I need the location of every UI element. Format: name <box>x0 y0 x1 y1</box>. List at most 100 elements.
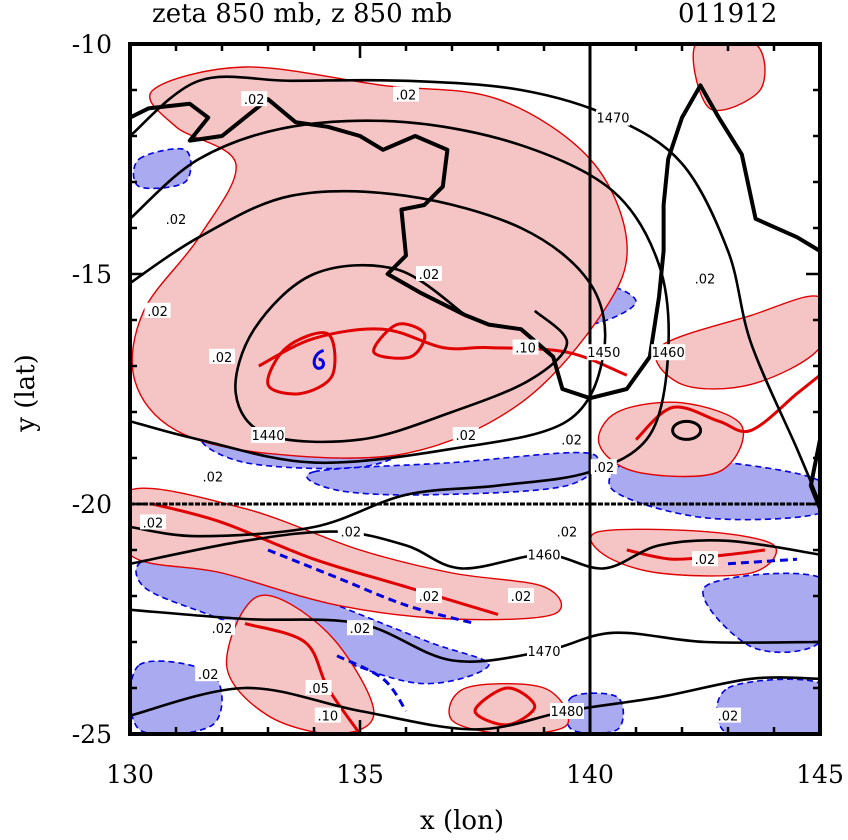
zeta-contour-label-3: .02 <box>147 305 168 320</box>
axis-ticks <box>128 42 822 736</box>
height-contour-label-bg-3 <box>596 109 630 126</box>
zeta-contour-label-5: .02 <box>212 351 233 366</box>
zeta-contour-label-17: .02 <box>198 668 219 683</box>
zeta-contour-label-6: .02 <box>695 273 716 288</box>
height-contour-label-0: 1440 <box>251 429 284 444</box>
zeta-contour-label-bg-22 <box>512 339 539 355</box>
zeta-contour-label-bg-0 <box>241 91 268 107</box>
zeta-positive-contour-0 <box>258 327 628 377</box>
height-contour-1480-6 <box>130 676 820 731</box>
x-tick-label-135: 135 <box>336 760 384 789</box>
zeta-contour-label-bg-5 <box>209 348 235 364</box>
x-tick-label-145: 145 <box>796 760 844 789</box>
zeta-contour-label-9: .02 <box>202 470 223 485</box>
height-contour-label-bg-4 <box>527 546 561 563</box>
reference-line-layer <box>130 44 820 734</box>
contour-label-layer: 1440 1450 1460 1470 1460 1470 1480 .02 .02 .02 .02… <box>140 86 741 725</box>
zeta-contour-label-22: .10 <box>515 342 536 357</box>
zeta-contour-label-12: .02 <box>419 590 440 605</box>
x-tick-label-140: 140 <box>566 760 614 789</box>
zeta-positive-contour-5 <box>244 622 362 734</box>
zeta-contour-label-4: .02 <box>166 213 187 228</box>
zeta-contour-label-11: .02 <box>340 526 361 541</box>
zeta-contour-label-bg-15 <box>508 588 534 603</box>
zeta-contour-label-bg-19 <box>715 707 741 723</box>
y-tick-label-neg20: -20 <box>72 490 112 519</box>
zeta-contour-label-13: .02 <box>557 526 578 541</box>
y-tick-label-neg15: -15 <box>72 260 112 289</box>
height-contour-label-1: 1450 <box>587 346 620 361</box>
zeta-contour-layer <box>152 322 820 734</box>
zeta-contour-label-bg-3 <box>144 302 171 318</box>
extremum-marker-1 <box>312 348 325 370</box>
height-contour-label-3: 1470 <box>596 112 629 127</box>
height-contour-1450-1 <box>130 189 607 465</box>
zeta-negative-contour-0 <box>267 548 476 626</box>
zeta-contour-label-14: .02 <box>695 553 716 568</box>
height-contour-label-bg-2 <box>651 344 686 361</box>
negative-zeta-area-1 <box>306 451 600 496</box>
height-contour-label-bg-0 <box>251 427 285 443</box>
plot-frame <box>128 42 822 736</box>
zeta-contour-label-bg-11 <box>337 523 364 539</box>
zeta-contour-label-10: .02 <box>143 516 164 531</box>
zeta-contour-label-21: .05 <box>308 682 329 697</box>
zeta-contour-label-bg-16 <box>209 620 235 636</box>
y-tick-label-neg10: -10 <box>72 30 112 59</box>
zeta-contour-label-bg-1 <box>393 86 419 102</box>
height-contour-label-4: 1460 <box>527 549 560 564</box>
zeta-contour-label-bg-8 <box>590 459 617 475</box>
zeta-contour-label-bg-10 <box>140 514 166 530</box>
zeta-contour-label-18: .02 <box>350 622 371 637</box>
x-axis-label: x (lon) <box>420 806 504 836</box>
zeta-contour-label-bg-23 <box>314 707 341 723</box>
zeta-contour-label-20: .02 <box>455 429 476 444</box>
height-contour-label-6: 1480 <box>550 705 583 720</box>
negative-zeta-area-7 <box>715 678 820 734</box>
zeta-contour-label-15: .02 <box>511 590 532 605</box>
zeta-negative-contour-1 <box>336 654 408 712</box>
positive-zeta-area-5 <box>448 683 570 734</box>
y-axis-label: y (lat) <box>11 354 41 433</box>
negative-zeta-area-8 <box>132 147 192 190</box>
height-contour-label-5: 1470 <box>527 645 560 660</box>
height-contour-1470-5 <box>130 608 820 663</box>
coastline-segment-0 <box>130 83 820 401</box>
positive-zeta-area-1 <box>597 401 744 478</box>
zeta-contour-label-bg-9 <box>199 468 226 484</box>
zeta-contour-label-bg-2 <box>416 266 442 281</box>
positive-zeta-area-4 <box>225 594 375 734</box>
zeta-contour-label-8: .02 <box>593 461 614 476</box>
zeta-contour-label-bg-17 <box>195 666 222 682</box>
extrema-layer <box>312 348 703 441</box>
zeta-contour-label-2: .02 <box>419 268 440 283</box>
zeta-contour-label-1: .02 <box>396 89 417 104</box>
negative-zeta-area-6 <box>702 572 820 654</box>
zeta-contour-label-23: .10 <box>317 710 338 725</box>
zeta-contour-label-bg-6 <box>692 270 718 286</box>
coastline-segment-1 <box>808 439 820 510</box>
zeta-contour-label-bg-14 <box>692 551 718 567</box>
zeta-contour-label-bg-18 <box>347 620 373 636</box>
height-contour-label-bg-6 <box>550 703 584 719</box>
zeta-contour-label-bg-7 <box>558 431 585 447</box>
positive-zeta-area-2 <box>654 295 820 390</box>
height-contour-label-2: 1460 <box>652 346 685 361</box>
zeta-contour-label-bg-12 <box>416 588 442 603</box>
chart-title: zeta 850 mb, z 850 mb <box>152 0 452 29</box>
zeta-contour-label-bg-21 <box>305 680 332 695</box>
zeta-negative-contour-2 <box>727 557 798 566</box>
zeta-contour-label-bg-13 <box>554 523 580 539</box>
zeta-positive-contour-1 <box>266 331 337 396</box>
height-contour-label-bg-1 <box>586 344 621 361</box>
y-tick-label-neg25: -25 <box>72 720 112 749</box>
positive-zeta-fill-layer <box>130 44 820 734</box>
chart-timestamp: 011912 <box>678 0 777 29</box>
x-tick-label-130: 130 <box>106 760 154 789</box>
zeta-positive-contour-3 <box>634 374 820 441</box>
height-contour-label-bg-5 <box>527 643 561 660</box>
extremum-marker-0 <box>671 419 703 441</box>
zeta-contour-label-bg-20 <box>452 427 479 442</box>
coastline-layer <box>130 83 820 510</box>
